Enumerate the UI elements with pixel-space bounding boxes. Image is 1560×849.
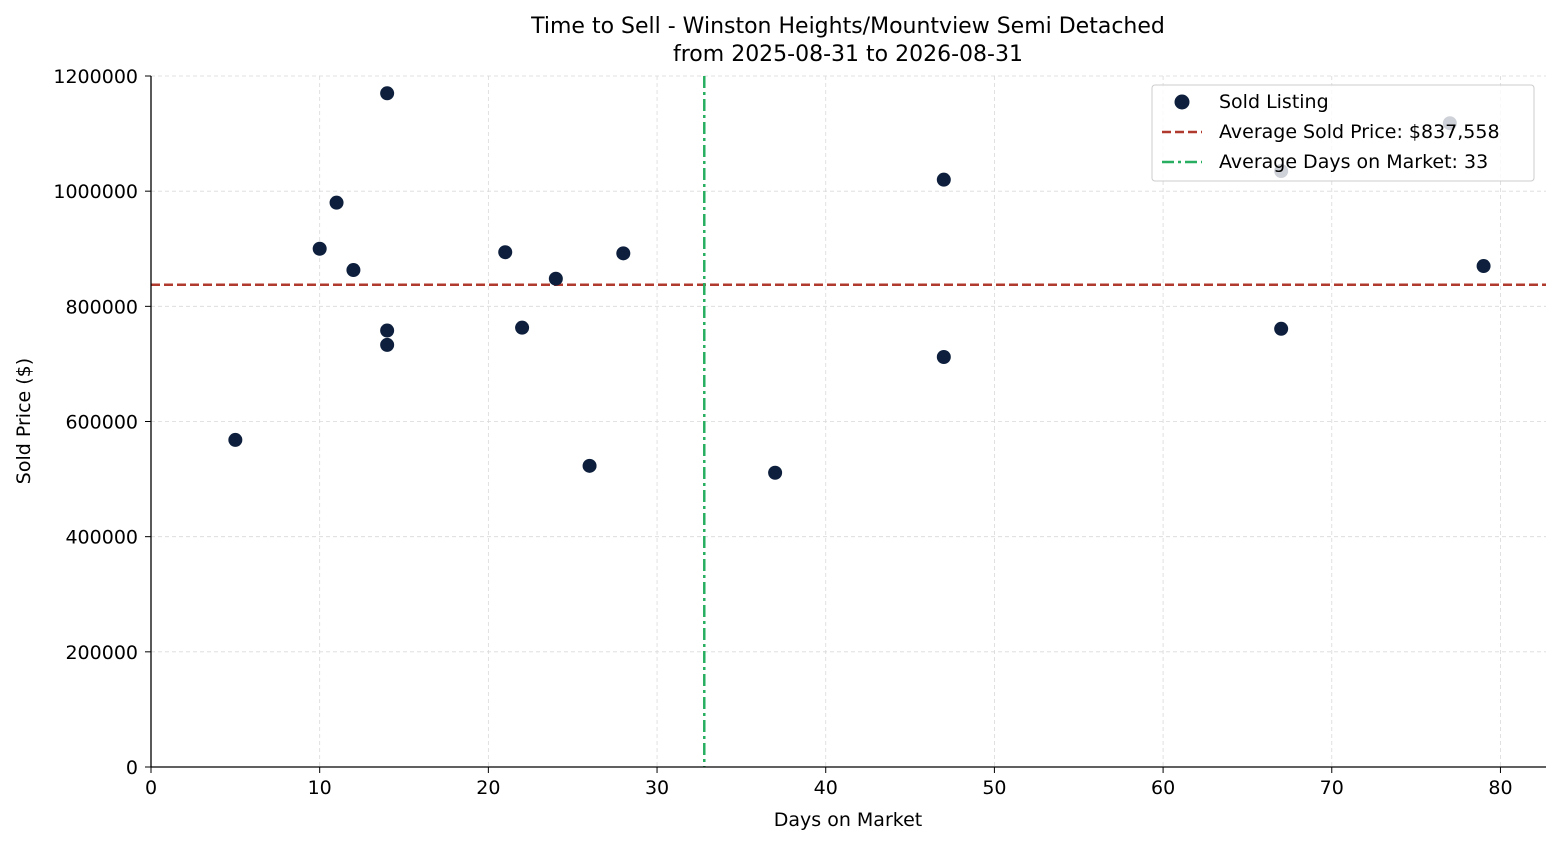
data-point [380,86,395,101]
data-point [768,465,783,480]
data-point [548,271,563,286]
data-point [616,246,631,261]
legend-marker-sold-listing [1174,94,1190,110]
legend-label-average-price: Average Sold Price: $837,558 [1219,121,1500,143]
x-tick-label: 10 [308,777,332,799]
chart-subtitle: from 2025-08-31 to 2026-08-31 [673,42,1023,67]
y-tick-label: 200000 [65,642,138,664]
y-tick-label: 0 [126,757,138,779]
legend-label-sold-listing: Sold Listing [1219,91,1329,113]
data-point [312,241,327,256]
y-axis-label: Sold Price ($) [13,358,35,484]
axes [145,75,1546,773]
data-point [936,172,951,187]
tick-labels: 0 10 20 30 40 50 60 70 80 0 200000 400000 600000 8000… [53,66,1512,799]
data-point [582,458,597,473]
data-point [380,337,395,352]
legend: Sold Listing Average Sold Price: $837,55… [1151,84,1535,182]
data-point [936,350,951,365]
legend-box [1151,84,1535,182]
data-point [346,263,361,278]
x-tick-label: 30 [645,777,669,799]
data-point [515,320,530,335]
y-tick-label: 800000 [65,296,138,318]
legend-label-average-days: Average Days on Market: 33 [1219,151,1488,173]
x-tick-label: 80 [1488,777,1512,799]
reference-lines [151,76,1546,767]
x-tick-label: 60 [1151,777,1175,799]
x-tick-label: 70 [1320,777,1344,799]
y-tick-label: 600000 [65,412,138,434]
x-tick-label: 50 [982,777,1006,799]
x-tick-label: 20 [476,777,500,799]
x-tick-label: 40 [814,777,838,799]
chart-title: Time to Sell - Winston Heights/Mountview… [530,14,1165,39]
data-point [1274,321,1289,336]
x-axis-label: Days on Market [774,809,922,831]
data-point [1476,259,1491,274]
data-point [380,323,395,338]
x-tick-label: 0 [145,777,157,799]
y-tick-label: 400000 [65,527,138,549]
y-tick-label: 1000000 [53,181,138,203]
data-point [498,245,513,260]
data-point [329,195,344,210]
data-point [228,432,243,447]
y-tick-label: 1200000 [53,66,138,88]
